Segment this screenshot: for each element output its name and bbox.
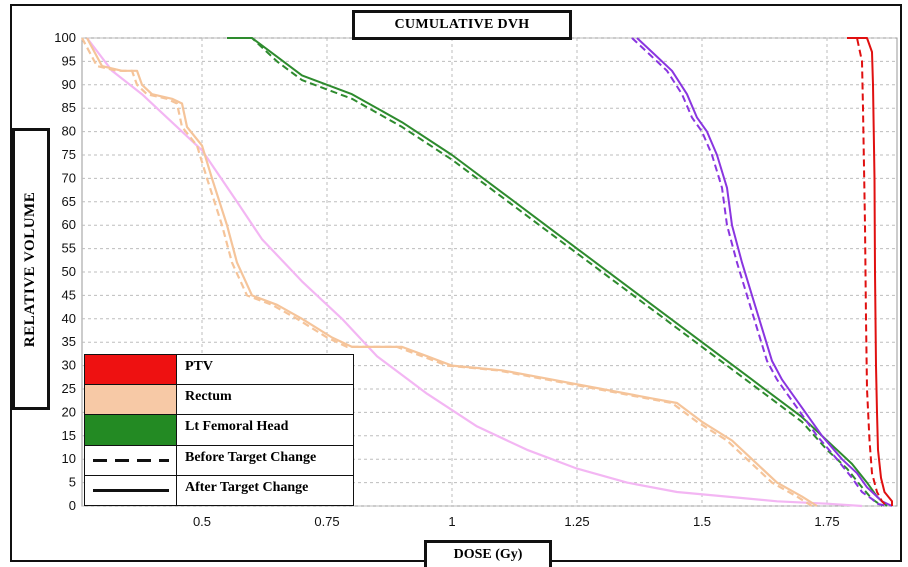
series-line: [636, 37, 893, 507]
x-axis-label-box: DOSE (Gy): [424, 540, 552, 567]
legend-swatch-femoral-head: [85, 415, 177, 445]
x-tick-label: 0.5: [193, 514, 211, 529]
legend-label: After Target Change: [185, 479, 309, 495]
y-tick-label: 80: [62, 124, 76, 139]
legend-item: Before Target Change: [85, 445, 353, 476]
series-line: [86, 37, 818, 507]
y-tick-label: 85: [62, 100, 76, 115]
series-line: [227, 37, 883, 507]
y-tick-label: 5: [69, 475, 76, 490]
legend-item: PTV: [85, 355, 353, 386]
legend-label: Rectum: [185, 389, 232, 405]
y-tick-label: 55: [62, 241, 76, 256]
series-line: [631, 37, 888, 507]
y-tick-label: 20: [62, 404, 76, 419]
series-line: [227, 37, 888, 507]
chart-title-box: CUMULATIVE DVH: [352, 10, 572, 40]
y-tick-label: 45: [62, 287, 76, 302]
y-axis-label-box: RELATIVE VOLUME: [12, 128, 50, 410]
x-axis-label: DOSE (Gy): [453, 547, 523, 562]
legend-swatch-rectum: [85, 385, 177, 415]
y-tick-label: 70: [62, 170, 76, 185]
y-tick-label: 95: [62, 53, 76, 68]
series-line: [847, 37, 888, 507]
x-tick-label: 1.75: [814, 514, 839, 529]
series-line: [86, 37, 863, 508]
legend-swatch-ptv: [85, 355, 177, 385]
x-tick-label: 1.5: [693, 514, 711, 529]
series-line: [852, 37, 893, 506]
x-tick-label: 1.25: [564, 514, 589, 529]
y-tick-label: 0: [69, 498, 76, 513]
legend-label: PTV: [185, 359, 213, 374]
y-tick-label: 60: [62, 217, 76, 232]
y-tick-label: 35: [62, 334, 76, 349]
x-tick-label: 0.75: [314, 514, 339, 529]
y-tick-label: 75: [62, 147, 76, 162]
y-tick-label: 30: [62, 358, 76, 373]
y-axis-label: RELATIVE VOLUME: [22, 191, 39, 347]
legend-swatch-solid: [85, 475, 177, 506]
legend-label: Before Target Change: [185, 449, 317, 465]
legend-item: After Target Change: [85, 475, 353, 506]
dashed-line-icon: [92, 458, 169, 462]
legend-swatch-dashed: [85, 445, 177, 475]
series-line: [81, 37, 813, 507]
solid-line-icon: [92, 488, 169, 492]
legend-item: Lt Femoral Head: [85, 415, 353, 446]
legend-label: Lt Femoral Head: [185, 419, 289, 435]
y-tick-label: 65: [62, 194, 76, 209]
y-tick-label: 50: [62, 264, 76, 279]
legend: PTV Rectum Lt Femoral Head Before Target…: [84, 354, 354, 506]
chart-title: CUMULATIVE DVH: [394, 17, 530, 32]
y-tick-label: 10: [62, 451, 76, 466]
x-tick-label: 1: [448, 514, 455, 529]
y-tick-label: 25: [62, 381, 76, 396]
y-tick-label: 100: [54, 30, 76, 45]
y-tick-label: 90: [62, 77, 76, 92]
y-tick-label: 40: [62, 311, 76, 326]
y-tick-label: 15: [62, 428, 76, 443]
legend-item: Rectum: [85, 385, 353, 416]
